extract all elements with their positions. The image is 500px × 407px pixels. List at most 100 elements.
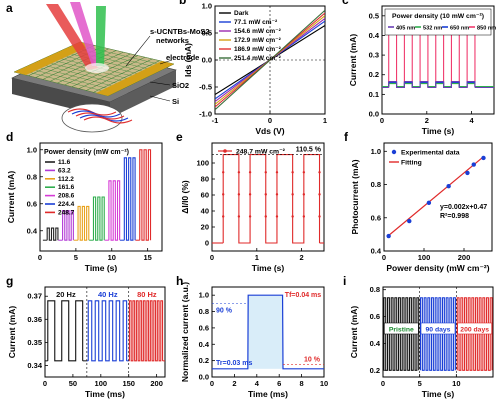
x-axis-label: Time (s) bbox=[85, 263, 118, 273]
y-tick-label: 0.4 bbox=[27, 226, 38, 235]
x-tick-label: 5 bbox=[74, 253, 78, 262]
data-marker bbox=[248, 171, 252, 174]
y-tick-label: -0.5 bbox=[199, 83, 212, 92]
y-tick-label: 0.8 bbox=[371, 180, 381, 189]
panel-letter: b bbox=[179, 0, 186, 7]
pulse-trace bbox=[388, 83, 476, 88]
pulse-trace bbox=[77, 205, 90, 241]
x-axis-label: Time (s) bbox=[252, 263, 285, 273]
x-tick-label: 4 bbox=[470, 116, 475, 125]
y-tick-label: 0.34 bbox=[27, 361, 42, 370]
data-point bbox=[481, 155, 486, 161]
data-point bbox=[446, 184, 451, 189]
legend-title: Power density (10 mW cm⁻²) bbox=[392, 13, 484, 20]
data-marker bbox=[275, 193, 279, 196]
pulse-trace bbox=[46, 227, 59, 241]
legend-label: 161.6 bbox=[58, 184, 75, 191]
legend-label: 172.9 mW cm⁻² bbox=[234, 37, 282, 44]
panel-letter: h bbox=[176, 274, 183, 288]
y-axis-label: Photocurrent (mA) bbox=[350, 159, 360, 234]
green-beam bbox=[96, 6, 106, 66]
data-marker bbox=[291, 215, 294, 218]
network-line bbox=[24, 67, 119, 92]
pulse-trace bbox=[92, 196, 105, 241]
panel-letter: c bbox=[342, 0, 349, 7]
plot-frame bbox=[381, 5, 495, 115]
zoom-circle bbox=[61, 103, 123, 133]
network-line bbox=[59, 51, 154, 75]
x-tick-label: 0 bbox=[43, 379, 47, 388]
y-tick-label: 0.4 bbox=[371, 247, 382, 256]
y-tick-label: 0.2 bbox=[369, 70, 379, 79]
x-axis-label: Time (s) bbox=[422, 126, 455, 136]
network-line bbox=[29, 64, 124, 89]
y-axis-label: Ids (mA) bbox=[183, 43, 193, 77]
legend-label: 405 nm bbox=[396, 26, 415, 32]
x-tick-label: 15 bbox=[143, 253, 151, 262]
x-tick-label: 10 bbox=[452, 379, 460, 388]
pulse-trace bbox=[128, 300, 164, 362]
fit-r2: R²=0.998 bbox=[440, 213, 469, 220]
x-axis-label: Time (ms) bbox=[85, 389, 125, 399]
network-line bbox=[34, 62, 129, 87]
series-label-box bbox=[457, 322, 492, 335]
x-axis-label: Power density (mW cm⁻²) bbox=[386, 263, 489, 273]
pulse-trace bbox=[123, 157, 136, 241]
pulse-trace bbox=[388, 82, 476, 88]
series-label: 90 days bbox=[426, 326, 451, 333]
panel-letter: d bbox=[6, 130, 13, 144]
y-tick-label: 0 bbox=[205, 239, 209, 248]
y-tick-label: 40 bbox=[201, 207, 209, 216]
y-tick-label: 0.3 bbox=[369, 51, 379, 60]
x-tick-label: 10 bbox=[108, 253, 116, 262]
y-tick-label: 0.6 bbox=[370, 312, 380, 321]
legend-label: 532 nm bbox=[423, 26, 442, 32]
data-marker bbox=[291, 193, 294, 196]
series-label: Pristine bbox=[389, 326, 414, 333]
y-tick-label: 100 bbox=[196, 159, 209, 168]
panel-d: 0 5 10 15 0.4 0.6 0.8 1.0 Time (s) Current (mA) d P… bbox=[6, 130, 163, 273]
data-marker bbox=[248, 215, 252, 218]
y-tick-label: 0.8 bbox=[370, 285, 380, 294]
y-tick-label: 0.6 bbox=[371, 213, 381, 222]
x-tick-label: 2 bbox=[232, 379, 236, 388]
panel-letter: g bbox=[6, 274, 13, 288]
x-tick-label: 2 bbox=[425, 116, 429, 125]
fall-time-label: Tf=0.04 ms bbox=[285, 292, 321, 299]
fit-equation: y=0.002x+0.47 bbox=[440, 204, 487, 211]
data-marker bbox=[264, 193, 267, 196]
light-spot bbox=[85, 63, 109, 73]
y-tick-label: 0.8 bbox=[27, 172, 37, 181]
data-marker bbox=[222, 171, 225, 174]
x-tick-label: 0 bbox=[210, 379, 214, 388]
si-side bbox=[110, 70, 176, 118]
legend-label: Experimental data bbox=[401, 150, 460, 157]
pulse-trace bbox=[108, 180, 121, 241]
legend-label: 11.6 bbox=[58, 159, 71, 166]
legend-label: Dark bbox=[234, 10, 249, 17]
x-tick-label: -1 bbox=[212, 116, 219, 125]
leader-line bbox=[159, 59, 173, 65]
pulse-trace bbox=[62, 209, 74, 241]
x-tick-label: 100 bbox=[418, 253, 431, 262]
data-marker bbox=[237, 193, 241, 196]
network-line bbox=[93, 60, 160, 93]
y-tick-label: 1.0 bbox=[371, 147, 381, 156]
legend-label: 112.2 bbox=[58, 176, 74, 183]
legend-label: Fitting bbox=[401, 160, 422, 167]
x-tick-label: 4 bbox=[255, 379, 260, 388]
y-tick-label: 0.2 bbox=[199, 356, 209, 365]
y-tick-label: 80 bbox=[201, 175, 209, 184]
x-tick-label: 0 bbox=[382, 253, 386, 262]
pulse-trace bbox=[47, 300, 84, 362]
y-axis-label: Current (mA) bbox=[6, 171, 16, 224]
data-marker bbox=[264, 171, 267, 174]
network-line bbox=[78, 57, 146, 89]
y-tick-label: 1.0 bbox=[199, 291, 209, 300]
network-line bbox=[86, 58, 153, 91]
data-marker bbox=[318, 193, 321, 196]
electrode-pad bbox=[96, 61, 174, 96]
rise-time-label: Tr=0.03 ms bbox=[216, 360, 252, 367]
panel-f: 0 100 200 0.4 0.6 0.8 1.0 Power density (mW cm⁻… bbox=[344, 130, 493, 273]
